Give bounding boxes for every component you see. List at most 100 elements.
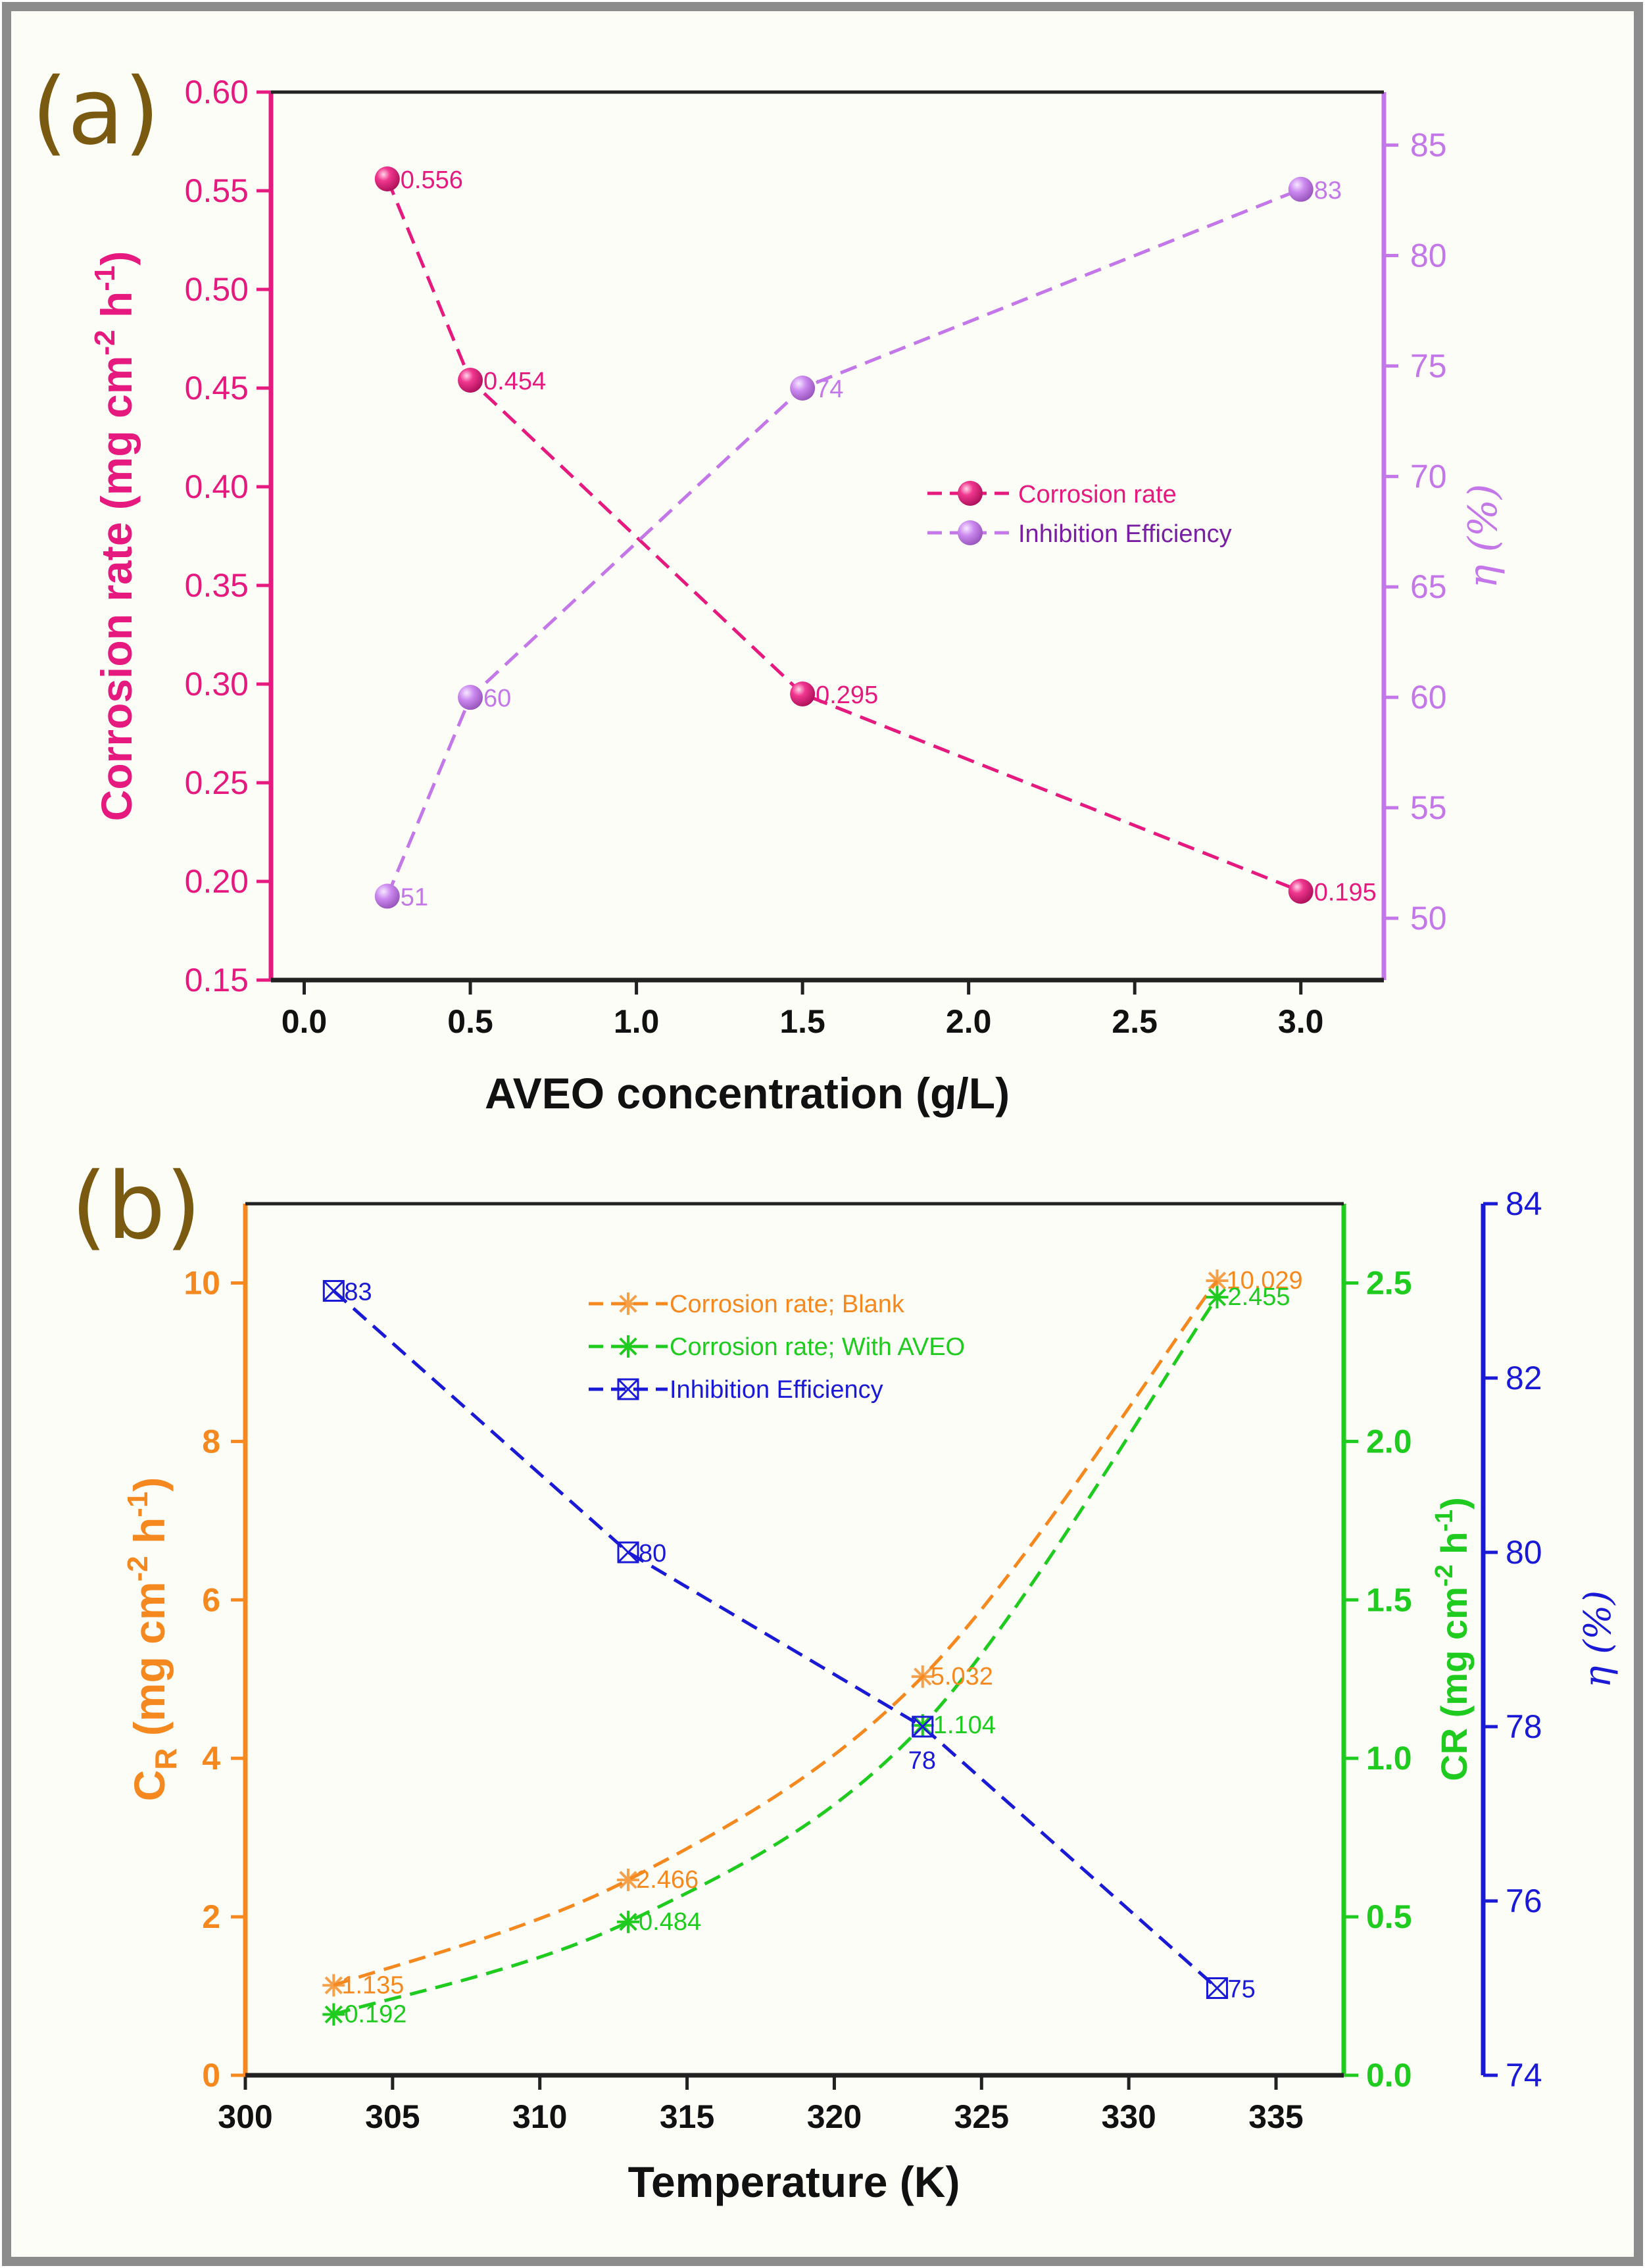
x-tick-label: 0.0 <box>282 1003 328 1040</box>
panel-a-series-lines <box>385 178 1302 897</box>
legend-marker-blank <box>617 1293 639 1315</box>
series-line-corrosion-rate <box>385 178 1302 893</box>
data-label-corrosion-rate: 0.556 <box>401 166 463 194</box>
data-point-inhibition-efficiency <box>790 376 816 401</box>
left-tick-label: 0 <box>202 2057 220 2094</box>
legend-label-blank: Corrosion rate; Blank <box>670 1291 905 1318</box>
x-tick-label: 1.5 <box>779 1003 825 1040</box>
data-point-corrosion-rate <box>1288 879 1314 904</box>
legend-marker-inhibition <box>617 1378 639 1400</box>
panel-a-left-title-main: Corrosion rate (mg cm <box>92 356 141 822</box>
panel-b-x-ticks: 300 305 310 315 320 325 330 335 <box>218 2075 1304 2135</box>
series-line-inhibition-efficiency <box>332 1289 1219 1990</box>
panel-a-label: (a) <box>32 59 160 166</box>
right-tick-label: 65 <box>1410 568 1447 605</box>
marker-stroke <box>912 1715 933 1738</box>
right-tick-label: 80 <box>1506 1534 1542 1571</box>
panel-a-left-title-sup2: -1 <box>89 266 121 291</box>
data-label-inhibition-efficiency: 80 <box>639 1540 666 1567</box>
left-tick-label: 10 <box>184 1264 220 1301</box>
data-label-inhibition-efficiency: 83 <box>344 1279 372 1306</box>
data-point-inhibition-efficiency <box>912 1715 934 1738</box>
panel-b-left-title-mid: h <box>125 1517 174 1556</box>
data-point-inhibition-efficiency <box>1288 176 1314 202</box>
data-label-inhibition-efficiency: 78 <box>908 1747 936 1775</box>
panel-b-mid-ticks: 0.0 0.5 1.0 1.5 2.0 2.5 <box>1344 1264 1412 2094</box>
data-point-corrosion-rate-blank <box>617 1868 640 1891</box>
panel-b-label: (b) <box>71 1153 201 1260</box>
left-tick-label: 0.25 <box>185 764 249 801</box>
legend-marker-shape <box>617 1378 639 1400</box>
data-point-corrosion-rate <box>458 368 483 393</box>
marker-stroke <box>617 1378 639 1400</box>
mid-tick-label: 1.5 <box>1366 1581 1412 1618</box>
data-label-corrosion-rate: 0.195 <box>1314 879 1377 906</box>
right-tick-label: 75 <box>1410 347 1447 384</box>
data-point-corrosion-rate <box>790 681 816 706</box>
marker-box <box>1206 1977 1228 1999</box>
left-tick-label: 4 <box>202 1740 220 1777</box>
right-tick-label: 78 <box>1506 1708 1542 1745</box>
left-tick-label: 0.55 <box>185 172 249 209</box>
panel-b-left-title-rest: (mg cm <box>125 1581 174 1748</box>
data-point-inhibition-efficiency <box>1206 1977 1228 1999</box>
right-tick-label: 50 <box>1410 900 1447 937</box>
x-tick-label: 0.5 <box>447 1003 493 1040</box>
data-label-inhibition-efficiency: 75 <box>1227 1976 1255 2004</box>
data-point-corrosion-rate <box>374 166 400 191</box>
right-tick-label: 55 <box>1410 789 1447 826</box>
legend-marker-with-aveo <box>617 1335 639 1358</box>
x-tick-label: 2.5 <box>1112 1003 1158 1040</box>
x-tick-label: 320 <box>807 2098 862 2135</box>
data-label-inhibition-efficiency: 51 <box>401 883 428 911</box>
right-tick-label: 60 <box>1410 679 1447 716</box>
panel-b-right-ticks: 74 76 78 80 82 84 <box>1483 1185 1542 2094</box>
panel-b-left-title-sup1: -2 <box>122 1556 154 1581</box>
panel-a-data-labels: 0.556 0.454 0.295 0.195 51 60 74 83 <box>401 166 1377 911</box>
series-line-corrosion-rate-blank <box>333 1279 1219 1987</box>
right-tick-label: 82 <box>1506 1360 1542 1396</box>
panel-a-left-title-mid: h <box>92 291 141 330</box>
data-label-corrosion-rate: 0.454 <box>483 368 546 395</box>
panel-a-left-axis-title: Corrosion rate (mg cm-2 h-1) <box>89 251 141 822</box>
panel-b-mid-title-main: CR (mg cm <box>1433 1587 1475 1781</box>
panel-b-left-axis-title: CR (mg cm-2 h-1) <box>122 1477 183 1802</box>
marker-stroke <box>1208 1271 1227 1290</box>
right-tick-label: 85 <box>1410 127 1447 164</box>
legend-label-inhibition-efficiency: Inhibition Efficiency <box>1018 520 1232 548</box>
panel-a-x-axis-title: AVEO concentration (g/L) <box>485 1069 1010 1118</box>
right-tick-label: 80 <box>1410 237 1447 274</box>
right-tick-label: 74 <box>1506 2057 1542 2094</box>
left-tick-label: 0.40 <box>185 468 249 505</box>
data-point-corrosion-rate-blank <box>322 1974 345 1997</box>
left-tick-label: 8 <box>202 1423 220 1460</box>
marker-stroke <box>617 1541 639 1564</box>
data-point-corrosion-rate-blank <box>911 1665 934 1688</box>
panel-b-left-title-end: ) <box>125 1477 174 1492</box>
left-tick-label: 0.50 <box>185 271 249 308</box>
legend-marker-shape <box>617 1293 639 1315</box>
data-label-corrosion-rate-blank: 10.029 <box>1226 1267 1302 1294</box>
panel-b-x-axis-title: Temperature (K) <box>628 2157 960 2206</box>
panel-b-data-labels: 1.135 2.466 5.032 10.029 0.192 0.484 1.104 2.45… <box>341 1267 1302 2029</box>
x-tick-label: 1.0 <box>614 1003 660 1040</box>
legend-marker-inhibition-efficiency <box>958 520 983 545</box>
marker-box <box>912 1715 934 1738</box>
data-point-inhibition-efficiency <box>458 685 483 710</box>
left-tick-label: 2 <box>202 1898 220 1935</box>
marker-stroke <box>324 1976 343 1994</box>
data-point-inhibition-efficiency <box>617 1541 639 1564</box>
panel-b-left-title-sup2: -1 <box>122 1492 154 1517</box>
right-tick-label: 84 <box>1506 1185 1542 1222</box>
x-tick-label: 2.0 <box>946 1003 992 1040</box>
x-tick-label: 325 <box>954 2098 1009 2135</box>
panel-b-mid-title-sup2: -1 <box>1431 1510 1458 1532</box>
marker-stroke <box>619 1913 637 1931</box>
legend-label-corrosion-rate: Corrosion rate <box>1018 481 1177 508</box>
left-tick-label: 0.20 <box>185 863 249 900</box>
left-tick-label: 6 <box>202 1581 220 1618</box>
panel-b-mid-title-mid: h <box>1433 1532 1475 1565</box>
left-tick-label: 0.35 <box>185 567 249 604</box>
